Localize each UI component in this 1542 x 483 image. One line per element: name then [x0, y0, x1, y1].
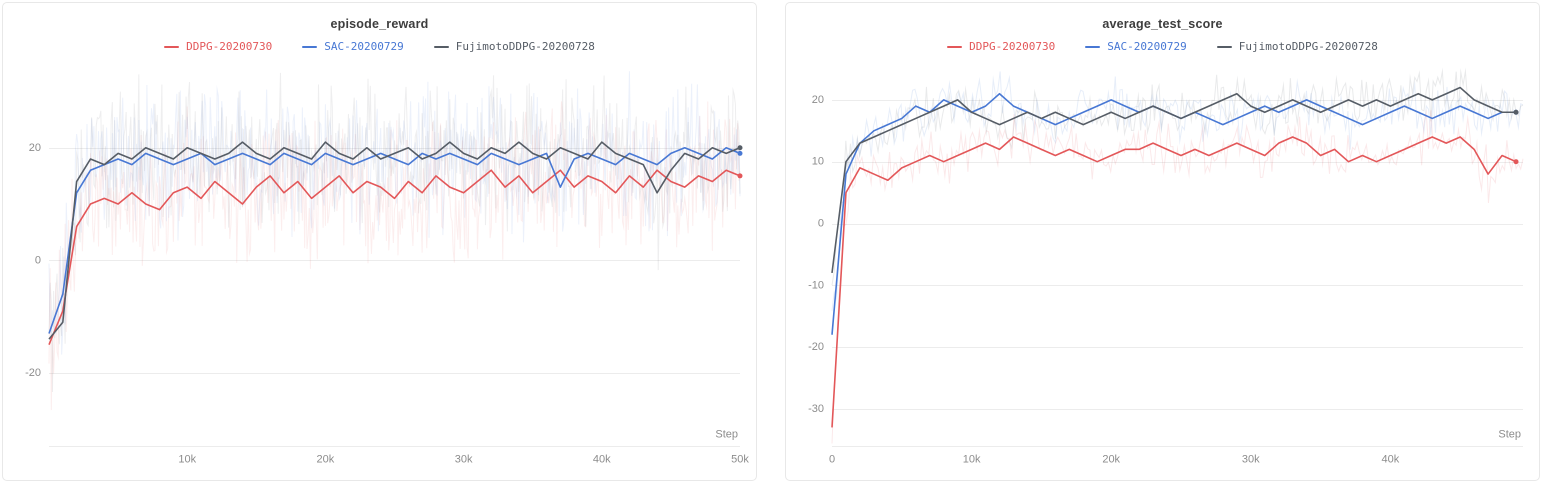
plot-area-episode-reward: [3, 53, 756, 480]
legend-swatch-sac: [1085, 45, 1101, 48]
legend-swatch-fujimoto: [1216, 45, 1232, 48]
legend-label-fujimoto: FujimotoDDPG-20200728: [1238, 40, 1378, 53]
legend-swatch-ddpg: [947, 45, 963, 48]
chart-title-episode-reward: episode_reward: [330, 17, 429, 31]
chart-title-average-test-score: average_test_score: [1102, 17, 1223, 31]
legend-item-fujimoto[interactable]: FujimotoDDPG-20200728: [433, 40, 595, 53]
chart-card-episode-reward: episode_reward DDPG-20200730 SAC-2020072…: [2, 2, 757, 481]
legend-label-sac: SAC-20200729: [324, 40, 404, 53]
legend-swatch-ddpg: [164, 45, 180, 48]
legend-swatch-sac: [302, 45, 318, 48]
chart-card-average-test-score: average_test_score DDPG-20200730 SAC-202…: [785, 2, 1540, 481]
legend-label-fujimoto: FujimotoDDPG-20200728: [455, 40, 595, 53]
legend-label-sac: SAC-20200729: [1107, 40, 1187, 53]
legend-label-ddpg: DDPG-20200730: [969, 40, 1056, 53]
legend-item-sac[interactable]: SAC-20200729: [302, 40, 404, 53]
legend-average-test-score: DDPG-20200730 SAC-20200729 FujimotoDDPG-…: [786, 40, 1539, 53]
legend-item-ddpg[interactable]: DDPG-20200730: [164, 40, 272, 53]
legend-item-sac[interactable]: SAC-20200729: [1085, 40, 1187, 53]
legend-swatch-fujimoto: [433, 45, 449, 48]
average-test-score-plot-canvas[interactable]: [786, 53, 1539, 480]
legend-label-ddpg: DDPG-20200730: [186, 40, 273, 53]
plot-area-average-test-score: [786, 53, 1539, 480]
legend-item-ddpg[interactable]: DDPG-20200730: [947, 40, 1055, 53]
episode-reward-plot-canvas[interactable]: [3, 53, 756, 480]
legend-episode-reward: DDPG-20200730 SAC-20200729 FujimotoDDPG-…: [3, 40, 756, 53]
legend-item-fujimoto[interactable]: FujimotoDDPG-20200728: [1216, 40, 1378, 53]
